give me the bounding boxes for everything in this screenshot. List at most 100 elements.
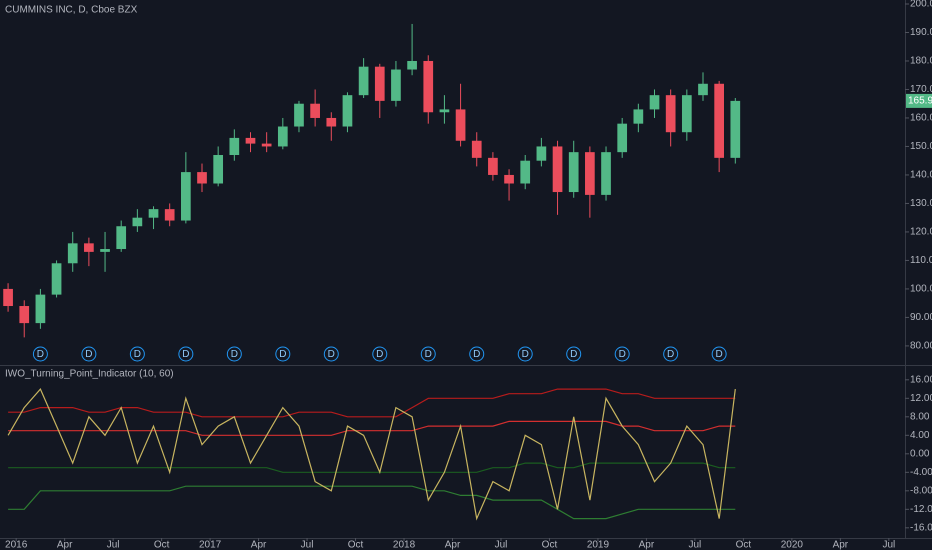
dividend-label: D [182, 349, 189, 360]
candle-body [552, 146, 563, 193]
indicator-title: IWO_Turning_Point_Indicator (10, 60) [5, 369, 174, 380]
dividend-marker [614, 346, 630, 362]
dividend-label: D [425, 349, 432, 360]
candle-body [67, 243, 78, 264]
dividend-marker [517, 346, 533, 362]
candle-body [391, 69, 401, 101]
candle-body [197, 172, 207, 184]
candle-body [213, 155, 224, 184]
x-tick-label: 2017 [199, 540, 222, 550]
x-tick-label: Jul [301, 540, 314, 550]
y-tick-label: 4.00 [910, 430, 930, 441]
dividend-label: D [522, 349, 529, 360]
dividend-label: D [570, 349, 577, 360]
y-tick-label: 16.00 [910, 374, 932, 385]
x-tick-label: Apr [57, 540, 73, 550]
dividend-marker [32, 346, 48, 362]
candle-body [51, 263, 62, 295]
dividend-label: D [85, 349, 92, 360]
x-tick-label: Apr [251, 540, 267, 550]
candle-body [439, 109, 450, 113]
candle-body [342, 95, 353, 127]
candle-body [601, 152, 611, 195]
y-tick-label: 170.00 [910, 84, 932, 95]
y-tick-label: 190.00 [910, 27, 932, 38]
candle-body [504, 174, 514, 184]
dividend-marker [275, 346, 291, 362]
y-tick-label: -4.00 [910, 467, 932, 478]
x-tick-label: Jul [495, 540, 508, 550]
dividend-label: D [134, 349, 141, 360]
candle-body [455, 109, 466, 141]
x-tick-label: 2016 [5, 540, 28, 550]
candle-body [681, 95, 692, 133]
dividend-label: D [619, 349, 626, 360]
x-tick-label: Apr [639, 540, 655, 550]
candle-body [407, 60, 417, 70]
candle-body [261, 143, 272, 147]
candle-body [730, 100, 741, 158]
x-tick-label: Apr [445, 540, 461, 550]
y-tick-label: 150.00 [910, 141, 932, 152]
y-tick-label: 160.00 [910, 113, 932, 124]
dividend-label: D [328, 349, 335, 360]
candle-body [19, 306, 30, 324]
dividend-marker [420, 346, 436, 362]
dividend-marker [81, 346, 97, 362]
candle-body [245, 137, 256, 144]
x-tick-label: Oct [154, 540, 170, 550]
x-tick-label: Oct [542, 540, 558, 550]
candle-body [229, 137, 240, 156]
dividend-label: D [279, 349, 286, 360]
last-price-label: 165.99 [908, 96, 932, 107]
candle-body [164, 209, 175, 221]
x-tick-label: Jul [882, 540, 895, 550]
chart-title: CUMMINS INC, D, Cboe BZX [5, 5, 138, 16]
dividend-label: D [716, 349, 723, 360]
x-tick-label: Oct [348, 540, 364, 550]
candle-body [471, 140, 482, 158]
indicator-line [8, 388, 736, 418]
candle-body [665, 95, 676, 133]
y-tick-label: 200.00 [910, 0, 932, 10]
candle-body [374, 66, 385, 101]
dividend-marker [711, 346, 727, 362]
candle-body [84, 243, 94, 252]
candle-body [132, 217, 143, 227]
candle-body [294, 103, 304, 127]
y-tick-label: 130.00 [910, 198, 932, 209]
x-tick-label: Apr [833, 540, 849, 550]
dividend-marker [566, 346, 582, 362]
y-tick-label: 12.00 [910, 393, 932, 404]
candle-body [617, 123, 628, 153]
y-tick-label: 120.00 [910, 227, 932, 238]
candle-body [698, 83, 708, 96]
y-tick-label: 140.00 [910, 170, 932, 181]
dividend-label: D [473, 349, 480, 360]
candle-body [568, 152, 579, 193]
x-tick-label: 2018 [393, 540, 416, 550]
dividend-label: D [37, 349, 44, 360]
dividend-marker [663, 346, 679, 362]
x-tick-label: 2019 [587, 540, 610, 550]
dividend-marker [323, 346, 339, 362]
indicator-line [8, 420, 736, 436]
dividend-marker [129, 346, 145, 362]
last-price-tag [906, 93, 932, 108]
candle-body [148, 209, 159, 218]
candle-body [116, 226, 127, 250]
dividend-marker [372, 346, 388, 362]
x-tick-label: Oct [736, 540, 752, 550]
y-tick-label: 8.00 [910, 411, 930, 422]
dividend-marker [178, 346, 194, 362]
candle-body [310, 103, 320, 118]
dividend-label: D [231, 349, 238, 360]
candle-body [649, 95, 660, 110]
y-tick-label: 90.00 [910, 312, 932, 323]
y-tick-label: 0.00 [910, 448, 930, 459]
indicator-line [8, 462, 736, 473]
y-tick-label: -12.00 [910, 504, 932, 515]
candle-body [714, 83, 724, 158]
dividend-label: D [667, 349, 674, 360]
